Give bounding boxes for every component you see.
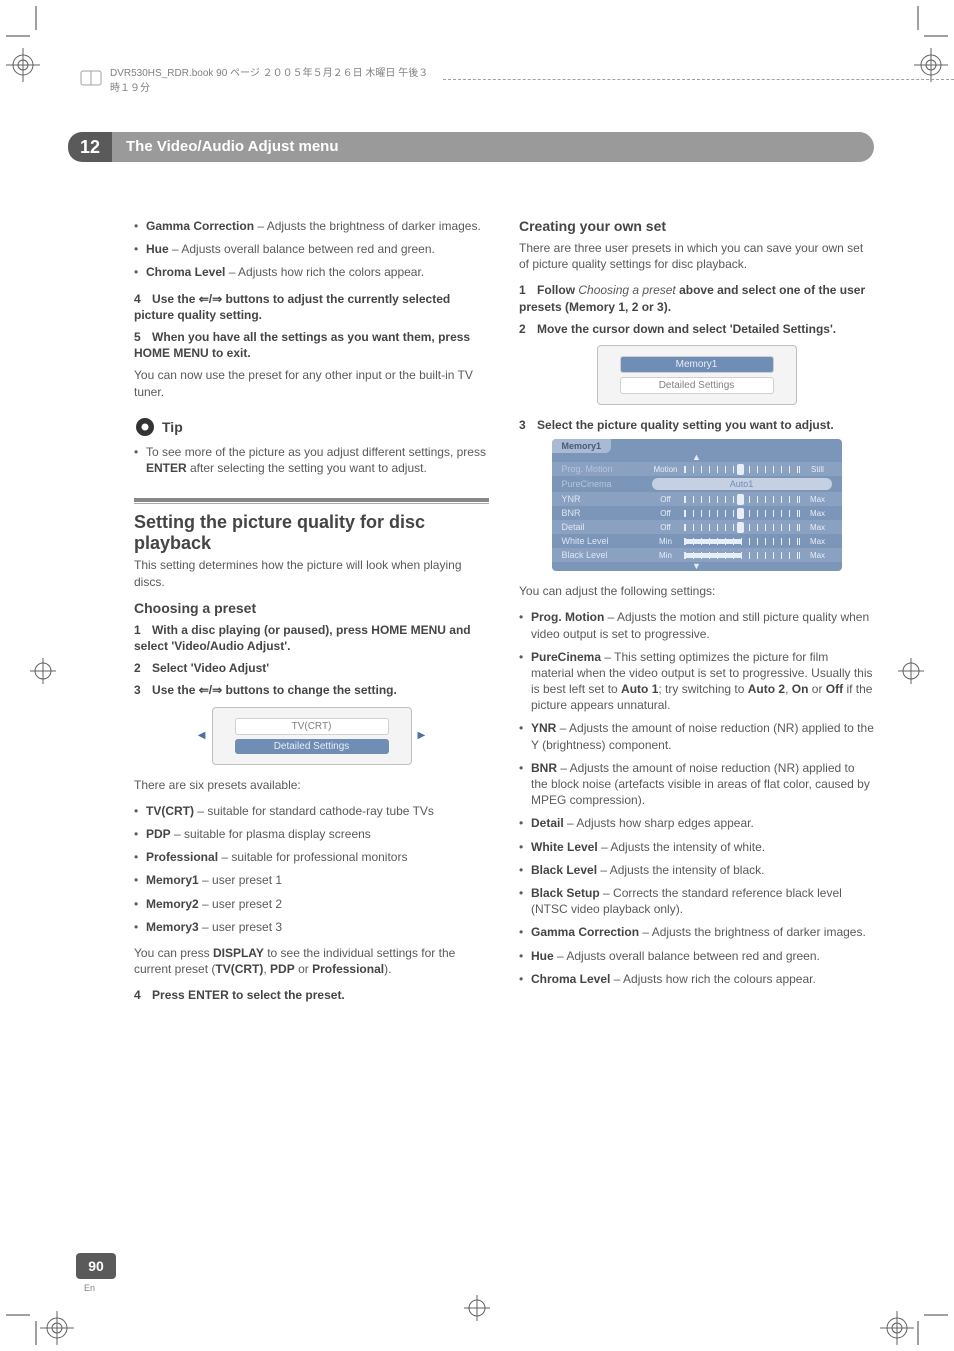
page-language: En bbox=[84, 1283, 95, 1293]
tip-label: Tip bbox=[162, 419, 183, 435]
list-item: Hue – Adjusts overall balance between re… bbox=[519, 948, 874, 964]
list-item: Chroma Level – Adjusts how rich the colo… bbox=[134, 264, 489, 280]
screenshot-memory-box: Memory1 Detailed Settings bbox=[597, 345, 797, 405]
section-heading: Setting the picture quality for disc pla… bbox=[134, 512, 489, 553]
registration-mark-br bbox=[876, 1307, 918, 1349]
triangle-down-icon: ▼ bbox=[552, 562, 842, 571]
memory-line-2: Detailed Settings bbox=[620, 377, 774, 394]
list-item: To see more of the picture as you adjust… bbox=[134, 444, 489, 476]
settings-slider: OffMax bbox=[652, 495, 832, 504]
cp-step-3: 3 Use the ⇐/⇒ buttons to change the sett… bbox=[134, 682, 489, 698]
list-item: Gamma Correction – Adjusts the brightnes… bbox=[519, 924, 874, 940]
list-item: Chroma Level – Adjusts how rich the colo… bbox=[519, 971, 874, 987]
settings-row: White LevelMinMax bbox=[552, 534, 842, 548]
screenshot-preset: ◀ TV(CRT) Detailed Settings ▶ bbox=[134, 707, 489, 765]
settings-row-label: Detail bbox=[562, 522, 652, 532]
right-column: Creating your own set There are three us… bbox=[519, 218, 874, 1009]
presets-list: TV(CRT) – suitable for standard cathode-… bbox=[134, 803, 489, 935]
create-para: There are three user presets in which yo… bbox=[519, 240, 874, 272]
registration-mark-bottom bbox=[462, 1293, 492, 1323]
screenshot-detailed-settings: Memory1 ▲ Prog. MotionMotionStillPureCin… bbox=[552, 439, 842, 571]
display-para: You can press DISPLAY to see the individ… bbox=[134, 945, 489, 977]
preset-line-1: TV(CRT) bbox=[235, 718, 389, 735]
settings-slider: MotionStill bbox=[652, 465, 832, 474]
book-header: DVR530HS_RDR.book 90 ページ ２００５年５月２６日 木曜日 … bbox=[80, 64, 954, 94]
settings-slider: OffMax bbox=[652, 509, 832, 518]
tip-list: To see more of the picture as you adjust… bbox=[134, 444, 489, 476]
list-item: Hue – Adjusts overall balance between re… bbox=[134, 241, 489, 257]
list-item: BNR – Adjusts the amount of noise reduct… bbox=[519, 760, 874, 809]
settings-row: DetailOffMax bbox=[552, 520, 842, 534]
adjust-list: Prog. Motion – Adjusts the motion and st… bbox=[519, 609, 874, 987]
step-4: 4 Use the ⇐/⇒ buttons to adjust the curr… bbox=[134, 291, 489, 323]
list-item: Memory3 – user preset 3 bbox=[134, 919, 489, 935]
list-item: Memory1 – user preset 1 bbox=[134, 872, 489, 888]
list-item: Detail – Adjusts how sharp edges appear. bbox=[519, 815, 874, 831]
settings-row-label: BNR bbox=[562, 508, 652, 518]
triangle-up-icon: ▲ bbox=[552, 453, 842, 462]
list-item: Professional – suitable for professional… bbox=[134, 849, 489, 865]
subheading-creating-set: Creating your own set bbox=[519, 218, 874, 234]
presets-intro: There are six presets available: bbox=[134, 777, 489, 793]
subheading-choosing-preset: Choosing a preset bbox=[134, 600, 489, 616]
registration-mark-left bbox=[28, 656, 58, 686]
list-item: Black Level – Adjusts the intensity of b… bbox=[519, 862, 874, 878]
triangle-right-icon: ▶ bbox=[418, 730, 426, 741]
registration-mark-right bbox=[896, 656, 926, 686]
settings-row-label: White Level bbox=[562, 536, 652, 546]
chapter-title: The Video/Audio Adjust menu bbox=[112, 132, 874, 162]
c-step-3: 3 Select the picture quality setting you… bbox=[519, 417, 874, 433]
list-item: Gamma Correction – Adjusts the brightnes… bbox=[134, 218, 489, 234]
settings-row: Black LevelMinMax bbox=[552, 548, 842, 562]
c-step-2: 2 Move the cursor down and select 'Detai… bbox=[519, 321, 874, 337]
section-para: This setting determines how the picture … bbox=[134, 557, 489, 589]
cp-step-2: 2 Select 'Video Adjust' bbox=[134, 660, 489, 676]
settings-row-label: Black Level bbox=[562, 550, 652, 560]
registration-mark-bl bbox=[36, 1307, 78, 1349]
list-item: TV(CRT) – suitable for standard cathode-… bbox=[134, 803, 489, 819]
preset-line-2: Detailed Settings bbox=[235, 739, 389, 754]
settings-pill: Auto1 bbox=[652, 478, 832, 490]
page-number: 90 bbox=[76, 1253, 116, 1279]
settings-row-label: PureCinema bbox=[562, 479, 652, 489]
triangle-left-icon: ◀ bbox=[198, 730, 206, 741]
screenshot-memory: Memory1 Detailed Settings bbox=[519, 345, 874, 405]
adjust-intro: You can adjust the following settings: bbox=[519, 583, 874, 599]
c-step-1: 1 Follow Choosing a preset above and sel… bbox=[519, 282, 874, 314]
book-icon bbox=[80, 68, 104, 91]
step-5-para: You can now use the preset for any other… bbox=[134, 367, 489, 399]
settings-row-label: Prog. Motion bbox=[562, 464, 652, 474]
detailed-tab: Memory1 bbox=[552, 439, 612, 453]
list-item: YNR – Adjusts the amount of noise reduct… bbox=[519, 720, 874, 752]
cp-step-1: 1 With a disc playing (or paused), press… bbox=[134, 622, 489, 654]
settings-row: PureCinemaAuto1 bbox=[552, 476, 842, 492]
tip-heading: Tip bbox=[134, 416, 489, 438]
settings-row: BNROffMax bbox=[552, 506, 842, 520]
settings-slider: MinMax bbox=[652, 537, 832, 546]
chapter-number: 12 bbox=[68, 132, 112, 162]
registration-mark-tl bbox=[2, 44, 44, 86]
cp-step-4: 4 Press ENTER to select the preset. bbox=[134, 987, 489, 1003]
step-5: 5 When you have all the settings as you … bbox=[134, 329, 489, 361]
screenshot-preset-box: TV(CRT) Detailed Settings bbox=[212, 707, 412, 765]
list-item: Black Setup – Corrects the standard refe… bbox=[519, 885, 874, 917]
settings-row: Prog. MotionMotionStill bbox=[552, 462, 842, 476]
memory-line-1: Memory1 bbox=[620, 356, 774, 373]
section-rule bbox=[134, 498, 489, 504]
left-opening-bullets: Gamma Correction – Adjusts the brightnes… bbox=[134, 218, 489, 281]
list-item: Prog. Motion – Adjusts the motion and st… bbox=[519, 609, 874, 641]
header-dash bbox=[443, 79, 954, 80]
list-item: Memory2 – user preset 2 bbox=[134, 896, 489, 912]
settings-row: YNROffMax bbox=[552, 492, 842, 506]
gear-icon bbox=[134, 416, 156, 438]
book-header-text: DVR530HS_RDR.book 90 ページ ２００５年５月２６日 木曜日 … bbox=[110, 64, 437, 94]
page-content: Gamma Correction – Adjusts the brightnes… bbox=[134, 218, 874, 1009]
list-item: PureCinema – This setting optimizes the … bbox=[519, 649, 874, 714]
settings-row-label: YNR bbox=[562, 494, 652, 504]
settings-slider: MinMax bbox=[652, 551, 832, 560]
list-item: White Level – Adjusts the intensity of w… bbox=[519, 839, 874, 855]
settings-slider: OffMax bbox=[652, 523, 832, 532]
list-item: PDP – suitable for plasma display screen… bbox=[134, 826, 489, 842]
left-column: Gamma Correction – Adjusts the brightnes… bbox=[134, 218, 489, 1009]
